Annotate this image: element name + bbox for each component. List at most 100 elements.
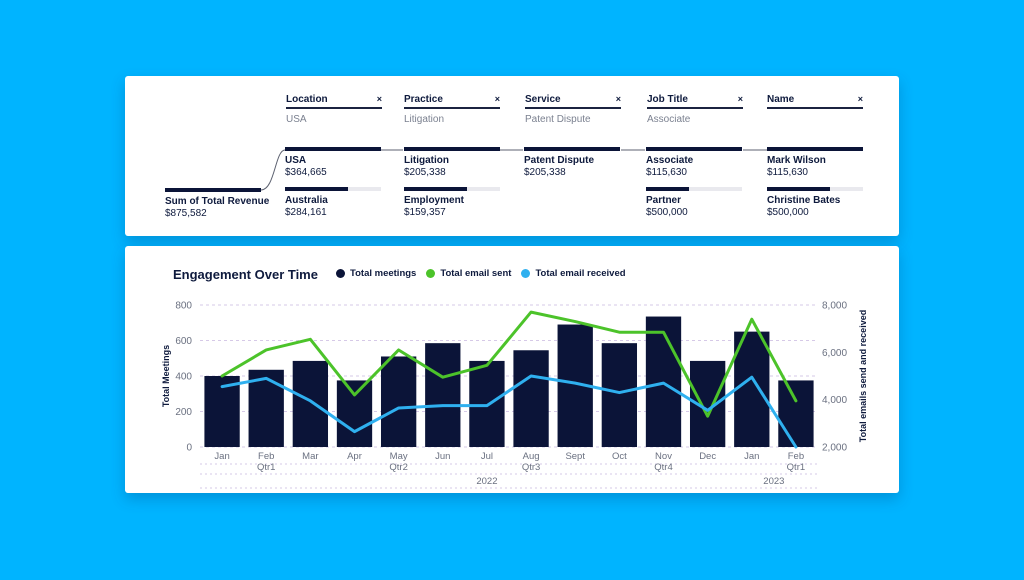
legend-item-meetings[interactable]: Total meetings	[336, 268, 416, 279]
legend-dot-icon	[426, 269, 436, 278]
node-label: Christine Bates	[767, 195, 841, 206]
filter-title: Location	[286, 94, 328, 105]
x-tick-label: Dec	[699, 451, 716, 462]
node-amount: $500,000	[767, 207, 809, 218]
node-amount: $159,357	[404, 207, 446, 218]
tree-node-patent-dispute[interactable]: Patent Dispute $205,338	[524, 147, 620, 178]
close-icon[interactable]: ×	[376, 94, 382, 104]
tree-connector	[260, 149, 767, 191]
x-tick-label: Feb	[788, 451, 804, 462]
node-label: Mark Wilson	[767, 155, 826, 166]
x-tick-label: May	[390, 451, 408, 462]
y-tick-label: 0	[186, 443, 192, 454]
root-node[interactable]: Sum of Total Revenue $875,582	[165, 188, 270, 219]
node-amount: $205,338	[404, 167, 446, 178]
tree-node-australia[interactable]: Australia $284,161	[285, 187, 381, 218]
x-tick-label: Jun	[435, 451, 450, 462]
legend-label: Total meetings	[350, 268, 417, 279]
close-icon[interactable]: ×	[857, 94, 863, 104]
filter-service[interactable]: Service × Patent Dispute	[525, 94, 621, 125]
x-tick-label: Oct	[612, 451, 627, 462]
bar-meetings	[601, 343, 638, 447]
y2-tick-label: 4,000	[822, 395, 847, 406]
bar-meetings	[778, 380, 814, 447]
y-tick-label: 400	[175, 372, 192, 383]
bar-meetings	[380, 356, 417, 447]
legend-label: Total email sent	[440, 268, 512, 279]
tree-node-employment[interactable]: Employment $159,357	[404, 187, 500, 218]
filter-value: Associate	[647, 114, 691, 125]
y2-tick-label: 8,000	[822, 301, 847, 312]
engagement-chart: 0 200 400 600 800 2,000 4,000 6,000 8,000 Total M…	[161, 301, 868, 489]
node-label: Partner	[646, 195, 682, 206]
year-label: 2023	[763, 476, 784, 487]
x-tick-label: Sept	[565, 451, 585, 462]
filter-title: Service	[525, 94, 561, 105]
y2-tick-label: 6,000	[822, 348, 847, 359]
tree-node-mark-wilson[interactable]: Mark Wilson $115,630	[767, 147, 863, 178]
y-tick-label: 600	[175, 336, 192, 347]
quarter-label: Qtr1	[257, 462, 275, 473]
node-amount: $115,630	[646, 167, 687, 178]
bar-meetings	[513, 350, 549, 447]
quarter-label: Qtr3	[522, 462, 540, 473]
legend-dot-icon	[521, 269, 531, 278]
filter-title: Practice	[404, 94, 443, 105]
x-tick-label: Aug	[523, 451, 540, 462]
tree-node-christine-bates[interactable]: Christine Bates $500,000	[767, 187, 863, 218]
filter-value: USA	[286, 114, 307, 125]
x-tick-label: Jan	[214, 451, 229, 462]
line-email-sent	[220, 310, 798, 418]
quarter-label: Qtr1	[787, 462, 805, 473]
filter-job-title[interactable]: Job Title × Associate	[647, 94, 743, 125]
node-label: Employment	[404, 195, 465, 206]
y-tick-label: 800	[175, 301, 192, 312]
tree-node-associate[interactable]: Associate $115,630	[646, 147, 742, 178]
y2-tick-label: 2,000	[822, 443, 847, 454]
node-amount: $500,000	[646, 207, 688, 218]
legend-item-email-sent[interactable]: Total email sent	[426, 268, 511, 279]
engagement-chart-card: Engagement Over Time Total meetings Tota…	[125, 246, 899, 493]
node-label: USA	[285, 155, 307, 166]
tree-node-litigation[interactable]: Litigation $205,338	[404, 147, 500, 178]
filter-value: Patent Dispute	[525, 114, 591, 125]
close-icon[interactable]: ×	[615, 94, 621, 104]
bar-meetings	[336, 380, 373, 447]
bar-meetings	[292, 360, 329, 447]
x-tick-label: Feb	[258, 451, 274, 462]
bar-meetings	[734, 331, 770, 447]
node-label: Associate	[646, 155, 694, 166]
legend-dot-icon	[336, 269, 345, 278]
filter-practice[interactable]: Practice × Litigation	[404, 94, 500, 125]
y-tick-label: 200	[175, 407, 192, 418]
filter-title: Job Title	[647, 94, 688, 105]
node-amount: $284,161	[285, 207, 327, 218]
x-tick-label: Jan	[744, 451, 759, 462]
filter-name[interactable]: Name ×	[767, 94, 863, 114]
decomposition-tree-card: Location × USA Practice × Litigation Ser…	[125, 76, 899, 236]
close-icon[interactable]: ×	[737, 94, 743, 104]
x-tick-label: Apr	[347, 451, 362, 462]
node-amount: $205,338	[524, 167, 566, 178]
close-icon[interactable]: ×	[494, 94, 500, 104]
bar-meetings	[248, 369, 284, 447]
x-tick-label: Nov	[655, 451, 672, 462]
y-axis-title: Total Meetings	[161, 345, 171, 407]
year-label: 2022	[476, 476, 497, 487]
filter-location[interactable]: Location × USA	[286, 94, 382, 125]
node-label: Litigation	[404, 155, 449, 166]
node-amount: $875,582	[165, 208, 207, 219]
chart-title: Engagement Over Time	[173, 267, 318, 282]
line-email-received	[220, 374, 798, 449]
quarter-label: Qtr2	[389, 462, 407, 473]
legend-item-email-received[interactable]: Total email received	[521, 268, 626, 279]
node-amount: $364,665	[285, 167, 327, 178]
tree-node-usa[interactable]: USA $364,665	[285, 147, 381, 178]
node-label: Sum of Total Revenue	[165, 196, 270, 207]
root-bar	[165, 188, 261, 192]
x-tick-label: Mar	[302, 451, 318, 462]
chart-legend: Total meetings Total email sent Total em…	[336, 268, 626, 279]
tree-node-partner[interactable]: Partner $500,000	[646, 187, 742, 218]
y2-axis-title: Total emails send and received	[858, 310, 868, 442]
node-label: Patent Dispute	[524, 155, 595, 166]
